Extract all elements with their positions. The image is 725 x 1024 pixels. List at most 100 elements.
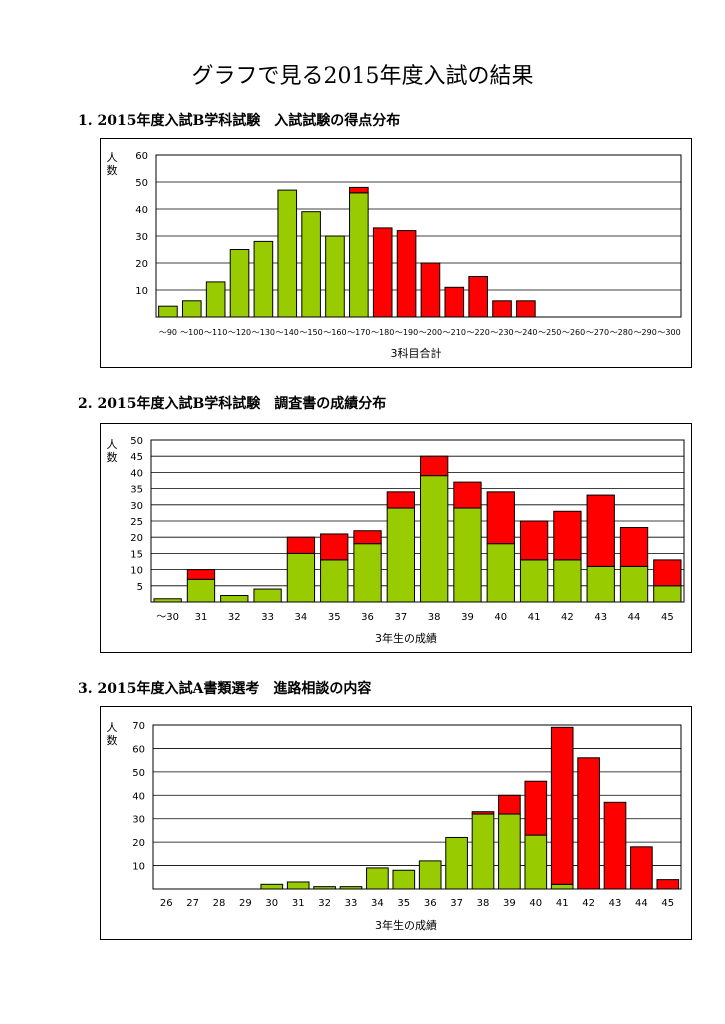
bar-green-9 [453,507,482,603]
x-tick-label: 42 [561,612,574,623]
x-tick-label: ～300 [657,328,680,337]
bar-green-13 [586,565,615,603]
bar-red-19 [656,879,680,890]
x-tick-label: ～120 [228,328,251,337]
bar-red-14 [524,780,548,836]
y-tick-label: 50 [130,436,143,447]
bar-red-13 [468,276,488,318]
x-tick-label: ～150 [299,328,322,337]
bar-red-13 [498,794,521,815]
x-tick-label: ～280 [610,328,633,337]
chart-3-svg: 10 20 30 40 50 60 70 26 27 28 29 30 31 32 33 34 35 36 37 38… [132,721,682,909]
bar-red-12 [444,286,465,318]
x-tick-label: 44 [628,612,641,623]
x-tick-label: ～200 [419,328,442,337]
bar-red-15 [653,559,682,587]
bar-green-7 [386,507,416,603]
x-tick-label: ～180 [371,328,394,337]
x-tick-label: 37 [394,612,407,623]
x-tick-label: 31 [292,898,305,909]
bar-green-10 [486,543,515,603]
bar-red-7 [386,491,416,509]
y-tick-label: 40 [135,205,148,216]
bar-red-8 [419,455,449,477]
bar-red-4 [286,536,316,554]
bar-green-11 [519,559,549,603]
bar-green-14 [619,565,649,603]
x-tick-label: ～140 [276,328,299,337]
y-tick-label: 45 [130,452,143,463]
x-tick-label: ～250 [538,328,561,337]
chart-1-xlabel: 3科目合計 [390,347,442,360]
bar-green-10 [418,860,442,890]
x-tick-label: ～160 [323,328,346,337]
x-tick-label: ～100 [180,328,203,337]
chart-2-ylabel: 人数 [106,438,118,464]
x-tick-label: 41 [556,898,569,909]
chart-2-svg: 5 10 15 20 25 30 35 40 45 50 ～30 31 32 33 34 35 36 37 38 39… [130,436,685,623]
y-tick-label: 40 [132,791,145,802]
bar-green-5 [277,189,298,318]
x-tick-label: 45 [661,898,674,909]
x-tick-label: 26 [160,898,173,909]
y-tick-label: 70 [132,721,145,732]
x-tick-label: ～170 [347,328,370,337]
bar-green-9 [392,869,416,890]
bar-red-5 [320,533,349,561]
x-tick-label: 32 [228,612,241,623]
y-tick-label: 30 [132,815,145,826]
y-tick-label: 10 [132,862,145,873]
bar-green-8 [366,867,389,890]
x-tick-label: 35 [397,898,410,909]
x-tick-label: ～270 [586,328,609,337]
bar-green-6 [353,543,382,603]
bar-green-5 [286,881,310,890]
x-tick-label: ～240 [514,328,537,337]
bar-green-14 [524,834,548,890]
y-tick-label: 30 [135,232,148,243]
chart-3-ylabel: 人数 [106,721,118,747]
bar-green-2 [220,595,249,603]
bar-red-10 [486,491,515,545]
x-tick-label: 38 [477,898,490,909]
x-tick-label: 44 [635,898,648,909]
x-tick-label: ～110 [204,328,227,337]
x-tick-label: 33 [345,898,358,909]
bar-red-9 [453,481,482,509]
x-tick-label: 36 [424,898,437,909]
y-tick-label: 40 [130,468,143,479]
bar-red-10 [396,230,417,318]
y-tick-label: 20 [132,838,145,849]
plot-frame [150,439,685,603]
x-tick-label: 30 [265,898,278,909]
bar-green-11 [445,836,468,890]
y-tick-label: 20 [135,259,148,270]
page-title: グラフで見る2015年度入試の結果 [191,64,534,89]
bar-green-4 [286,552,316,603]
bar-green-3 [253,588,282,603]
bar-red-13 [586,494,615,567]
y-tick-label: 25 [130,517,143,528]
bar-green-4 [253,240,274,318]
x-tick-label: 45 [661,612,674,623]
bar-green-6 [313,886,336,890]
x-tick-label: 34 [371,898,384,909]
y-tick-label: 15 [130,549,143,560]
chart-1: 人数 10 20 30 40 50 60 ～90 ～100 ～110 ～120 ～130 ～140 ～1… [100,138,692,368]
x-tick-label: 32 [318,898,331,909]
x-tick-label: ～230 [490,328,513,337]
x-tick-label: 39 [503,898,516,909]
x-tick-label: 43 [594,612,607,623]
bar-green-12 [471,813,495,890]
x-tick-label: ～260 [562,328,585,337]
chart-3: 人数 10 20 30 40 50 60 70 26 27 28 29 30 31 32 33 34 35 36 3… [100,706,692,940]
chart-3-xlabel: 3年生の成績 [375,919,437,932]
bar-green-6 [301,211,321,318]
bar-red-11 [420,262,441,318]
bar-green-0 [158,305,178,318]
x-tick-label: ～30 [156,612,179,623]
section-1-heading: 1. 2015年度入試B学科試験 入試試験の得点分布 [78,113,401,129]
plot-frame [152,724,682,890]
bar-red-15 [516,300,536,318]
section-2-heading: 2. 2015年度入試B学科試験 調査書の成績分布 [78,396,387,412]
